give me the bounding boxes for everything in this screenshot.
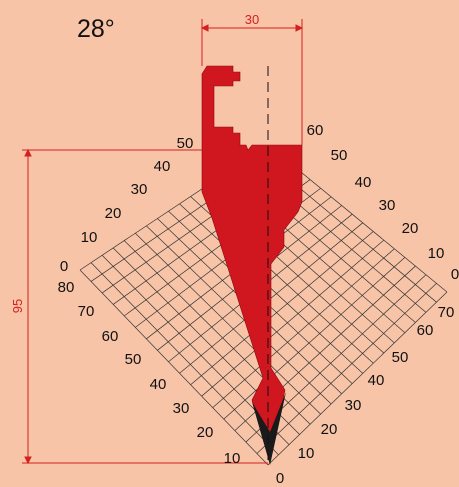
width-dimension-value: 30 [245,12,259,27]
scale-label: 80 [58,279,75,296]
scale-label: 40 [368,372,385,389]
scale-label: 50 [392,349,409,366]
grid-line [90,262,279,456]
grid-line [267,291,448,466]
scale-label: 10 [224,450,241,467]
scale-label: 40 [154,158,171,175]
grid-line [256,283,437,454]
scale-label: 20 [321,421,338,438]
tool-body [201,65,303,464]
tool-tip [252,392,286,465]
grid-line [190,231,374,385]
scale-label: 30 [345,397,362,414]
scale-label: 50 [177,135,194,152]
scale-label: 20 [197,424,214,441]
scale-label: 20 [402,220,419,237]
scale-label: 70 [78,303,95,320]
grid-line [212,248,395,408]
scale-label: 60 [417,322,434,339]
scale-label: 20 [105,205,122,222]
scale-label: 60 [307,122,324,139]
width-dimension [200,19,304,145]
grid-line [135,232,321,415]
grid-line [201,239,385,397]
grid-line [146,225,332,405]
scale-label: 0 [276,470,284,487]
scale-label: 50 [125,351,142,368]
scale-label: 40 [150,376,167,393]
height-dimension-value: 95 [10,299,25,313]
angle-label: 28° [77,15,115,43]
scale-label: 30 [131,181,148,198]
grid-line [79,269,269,466]
height-dimension [22,148,268,465]
scale-label: 10 [81,229,98,246]
grid-line [223,257,406,420]
scale-label: 40 [355,174,372,191]
scale-label: 10 [428,245,445,262]
scale-label: 50 [331,147,348,164]
scale-label: 0 [60,258,68,275]
scale-label: 0 [451,266,459,283]
scale-label: 10 [298,445,315,462]
scale-label: 70 [438,304,455,321]
scale-label: 30 [173,400,190,417]
scale-label: 60 [102,328,119,345]
scale-label: 30 [379,197,396,214]
scale-labels: 5040302010080706050403020106050403020100… [58,122,459,487]
